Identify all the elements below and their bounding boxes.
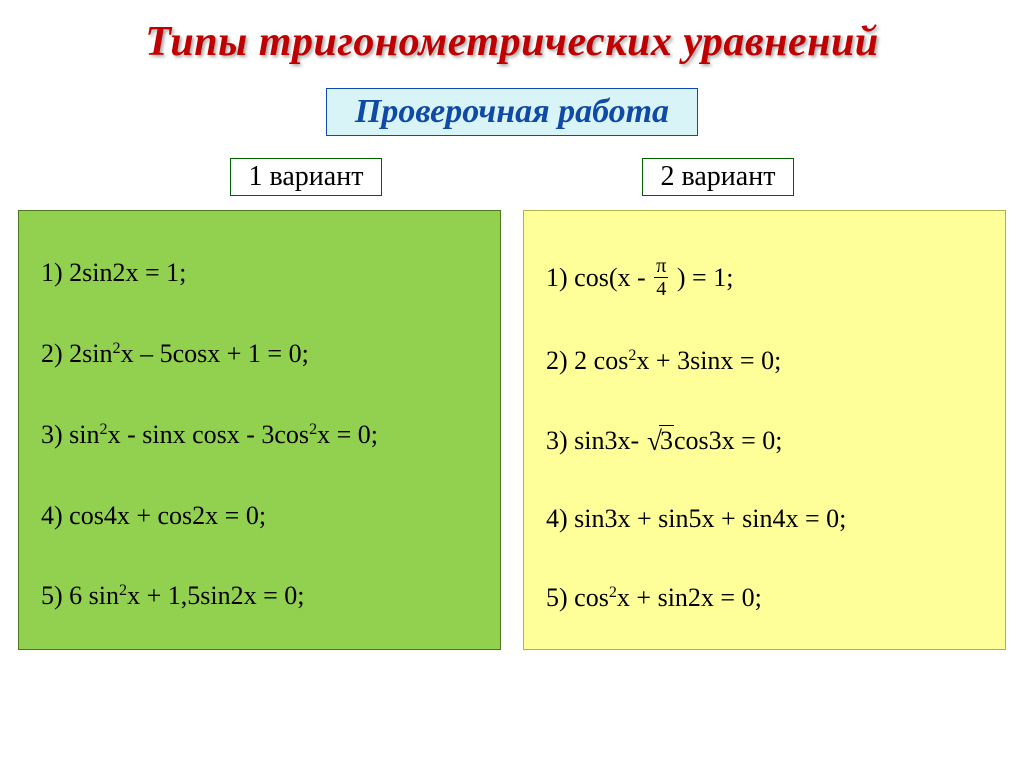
equation: 4) cos4x + cos2x = 0;: [41, 500, 486, 533]
equation-body: sin3x- 3cos3x = 0;: [574, 426, 782, 455]
equation: 1) 2sin2x = 1;: [41, 257, 486, 290]
panel-variant-1: 1) 2sin2x = 1; 2) 2sin2x – 5cosx + 1 = 0…: [18, 210, 501, 650]
equation-number: 4): [41, 501, 63, 530]
panels-row: 1) 2sin2x = 1; 2) 2sin2x – 5cosx + 1 = 0…: [0, 210, 1024, 650]
subtitle: Проверочная работа: [326, 88, 698, 136]
equation-body: sin3x + sin5x + sin4x = 0;: [574, 504, 846, 533]
equation: 2) 2sin2x – 5cosx + 1 = 0;: [41, 338, 486, 371]
equation-body: 2 cos2x + 3sinx = 0;: [574, 346, 781, 375]
equation-body: 2sin2x – 5cosx + 1 = 0;: [69, 339, 309, 368]
equation-body: 2sin2x = 1;: [69, 258, 186, 287]
equation-number: 2): [546, 346, 568, 375]
panel-variant-2: 1) cos(x - π4 ) = 1; 2) 2 cos2x + 3sinx …: [523, 210, 1006, 650]
equation-number: 3): [41, 420, 63, 449]
equation-body: cos(x - π4 ) = 1;: [574, 263, 733, 292]
equation: 3) sin3x- 3cos3x = 0;: [546, 423, 991, 458]
equation-number: 1): [41, 258, 63, 287]
equation-body: sin2x - sinx cosx - 3cos2x = 0;: [69, 420, 378, 449]
equation: 4) sin3x + sin5x + sin4x = 0;: [546, 503, 991, 536]
variant-labels-row: 1 вариант 2 вариант: [0, 158, 1024, 196]
equation-body: cos2x + sin2x = 0;: [574, 583, 762, 612]
equation-number: 3): [546, 426, 568, 455]
page-title-text: Типы тригонометрических уравнений: [145, 19, 878, 65]
equation-number: 4): [546, 504, 568, 533]
equation: 2) 2 cos2x + 3sinx = 0;: [546, 345, 991, 378]
subtitle-container: Проверочная работа: [0, 88, 1024, 136]
equation-number: 5): [41, 581, 63, 610]
equation-number: 5): [546, 583, 568, 612]
variant-label-right: 2 вариант: [642, 158, 795, 196]
variant-label-left: 1 вариант: [230, 158, 383, 196]
page-title: Типы тригонометрических уравнений: [0, 0, 1024, 66]
equation-body: cos4x + cos2x = 0;: [69, 501, 266, 530]
equation-body: 6 sin2x + 1,5sin2x = 0;: [69, 581, 304, 610]
equation-number: 1): [546, 263, 568, 292]
equation: 3) sin2x - sinx cosx - 3cos2x = 0;: [41, 419, 486, 452]
equation: 5) cos2x + sin2x = 0;: [546, 582, 991, 615]
equation-number: 2): [41, 339, 63, 368]
equation: 1) cos(x - π4 ) = 1;: [546, 256, 991, 300]
equation: 5) 6 sin2x + 1,5sin2x = 0;: [41, 580, 486, 613]
